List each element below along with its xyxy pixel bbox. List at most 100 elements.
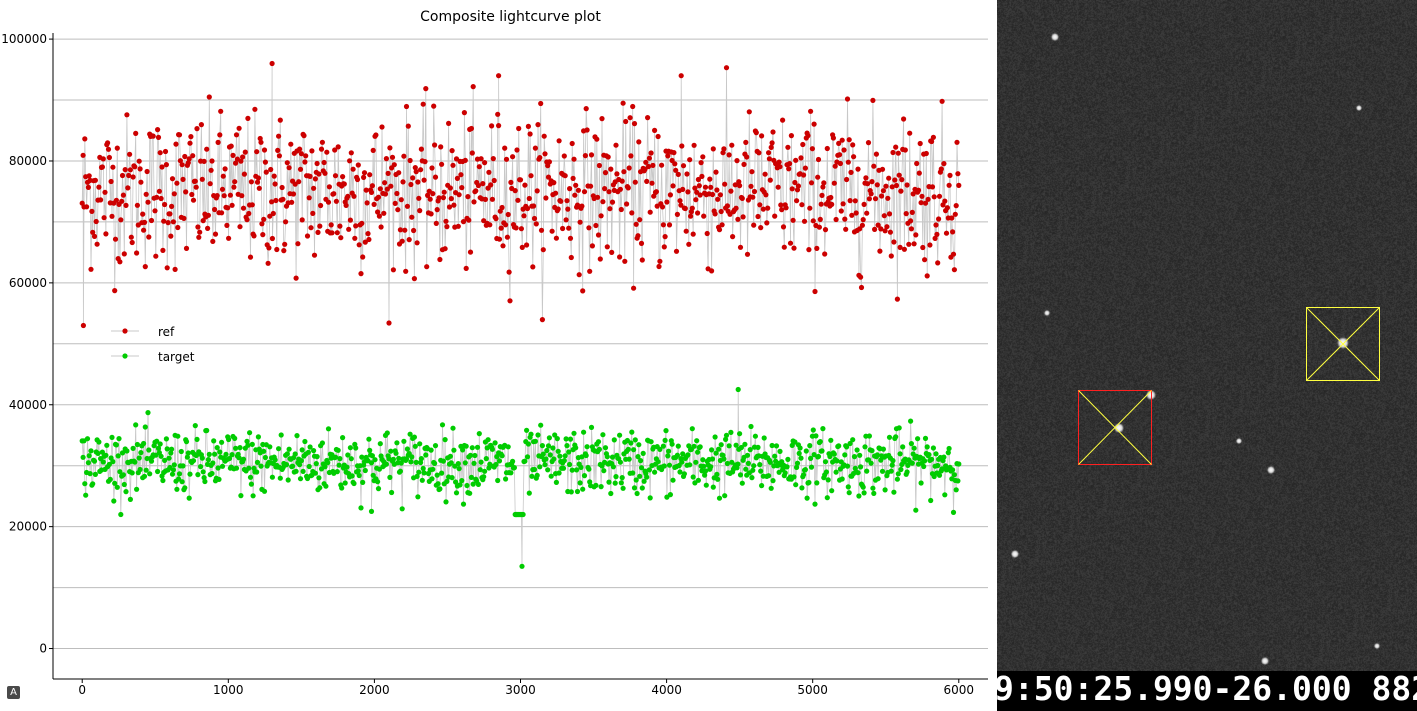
- star-field-canvas[interactable]: [997, 0, 1417, 671]
- data-point-target: [896, 425, 902, 431]
- data-point-ref: [82, 136, 88, 142]
- data-point-ref: [861, 201, 867, 207]
- data-point-ref: [280, 196, 286, 202]
- data-point-ref: [787, 161, 793, 167]
- data-point-ref: [209, 158, 215, 164]
- data-point-target: [825, 477, 831, 483]
- data-point-ref: [512, 188, 518, 194]
- data-point-target: [601, 468, 607, 474]
- data-point-ref: [219, 186, 226, 192]
- data-point-ref: [587, 268, 593, 274]
- data-point-ref: [920, 244, 926, 251]
- data-point-ref: [762, 171, 768, 177]
- data-point-target: [856, 493, 862, 499]
- data-point-target: [247, 430, 253, 436]
- data-point-target: [416, 469, 422, 475]
- data-point-target: [810, 427, 816, 433]
- data-point-target: [175, 433, 181, 439]
- data-point-target: [83, 492, 89, 498]
- data-point-target: [828, 437, 834, 443]
- corner-badge[interactable]: A: [7, 686, 20, 699]
- data-point-target: [493, 461, 499, 468]
- data-point-ref: [954, 139, 960, 145]
- data-point-target: [644, 474, 650, 480]
- data-point-ref: [308, 225, 314, 231]
- data-point-target: [751, 463, 757, 469]
- data-point-ref: [311, 185, 317, 191]
- data-point-ref: [565, 206, 571, 212]
- data-point-ref: [120, 192, 126, 198]
- data-point-target: [155, 468, 161, 475]
- target-box-diagonal: [1306, 307, 1380, 381]
- data-point-ref: [170, 219, 176, 225]
- ref-star-aperture-box[interactable]: [1078, 390, 1152, 465]
- target-star-aperture-box[interactable]: [1306, 307, 1380, 381]
- data-point-ref: [907, 130, 913, 136]
- data-point-ref: [865, 181, 871, 187]
- data-point-target: [286, 446, 292, 452]
- data-point-target: [638, 458, 644, 464]
- data-point-target: [366, 436, 372, 442]
- data-point-target: [348, 456, 354, 462]
- data-point-target: [922, 458, 928, 464]
- data-point-target: [693, 459, 699, 465]
- data-point-target: [791, 474, 797, 480]
- data-point-ref: [106, 154, 112, 161]
- data-point-ref: [673, 167, 679, 173]
- data-point-ref: [944, 205, 951, 211]
- data-point-target: [648, 439, 654, 445]
- data-point-target: [528, 431, 534, 437]
- data-point-target: [889, 462, 895, 468]
- data-point-ref: [517, 177, 524, 183]
- data-point-ref: [808, 180, 815, 186]
- data-point-target: [383, 461, 389, 467]
- data-point-target: [677, 469, 683, 475]
- data-point-ref: [929, 138, 935, 145]
- data-point-ref: [608, 166, 614, 172]
- data-point-ref: [343, 202, 349, 208]
- data-point-target: [499, 453, 505, 459]
- data-point-target: [285, 477, 291, 483]
- data-point-ref: [602, 170, 609, 176]
- data-point-ref: [265, 260, 271, 266]
- data-point-ref: [815, 174, 821, 180]
- x-tick-label: 1000: [213, 683, 244, 697]
- data-point-ref: [831, 180, 837, 186]
- data-point-ref: [821, 180, 827, 186]
- data-point-target: [898, 466, 904, 473]
- data-point-ref: [499, 204, 505, 211]
- data-point-ref: [595, 194, 601, 200]
- data-point-target: [169, 471, 176, 477]
- data-point-target: [813, 433, 819, 439]
- data-point-target: [935, 462, 941, 469]
- data-point-ref: [672, 161, 678, 167]
- data-point-ref: [338, 235, 344, 241]
- data-point-target: [435, 481, 441, 487]
- data-point-ref: [815, 156, 822, 163]
- data-point-target: [574, 467, 580, 473]
- data-point-ref: [428, 211, 434, 217]
- data-point-target: [319, 440, 325, 446]
- data-point-target: [858, 464, 864, 470]
- data-point-target: [578, 464, 584, 470]
- data-point-ref: [409, 214, 415, 220]
- data-point-ref: [346, 226, 352, 232]
- data-point-target: [457, 482, 463, 488]
- data-point-target: [697, 444, 703, 450]
- star-field-image[interactable]: 9:50:25.990-26.000 8825: [997, 0, 1417, 711]
- data-point-ref: [261, 147, 268, 153]
- data-point-target: [300, 468, 306, 474]
- data-point-target: [822, 459, 829, 465]
- series-target: [79, 386, 962, 569]
- data-point-ref: [433, 220, 439, 226]
- data-point-target: [538, 422, 544, 428]
- data-point-ref: [785, 144, 791, 150]
- data-point-ref: [379, 124, 385, 130]
- data-point-target: [617, 432, 623, 438]
- data-point-ref: [369, 183, 375, 189]
- data-point-target: [855, 470, 861, 476]
- data-point-ref: [482, 160, 488, 166]
- data-point-ref: [566, 225, 572, 231]
- data-point-target: [921, 463, 927, 470]
- data-point-target: [768, 485, 774, 491]
